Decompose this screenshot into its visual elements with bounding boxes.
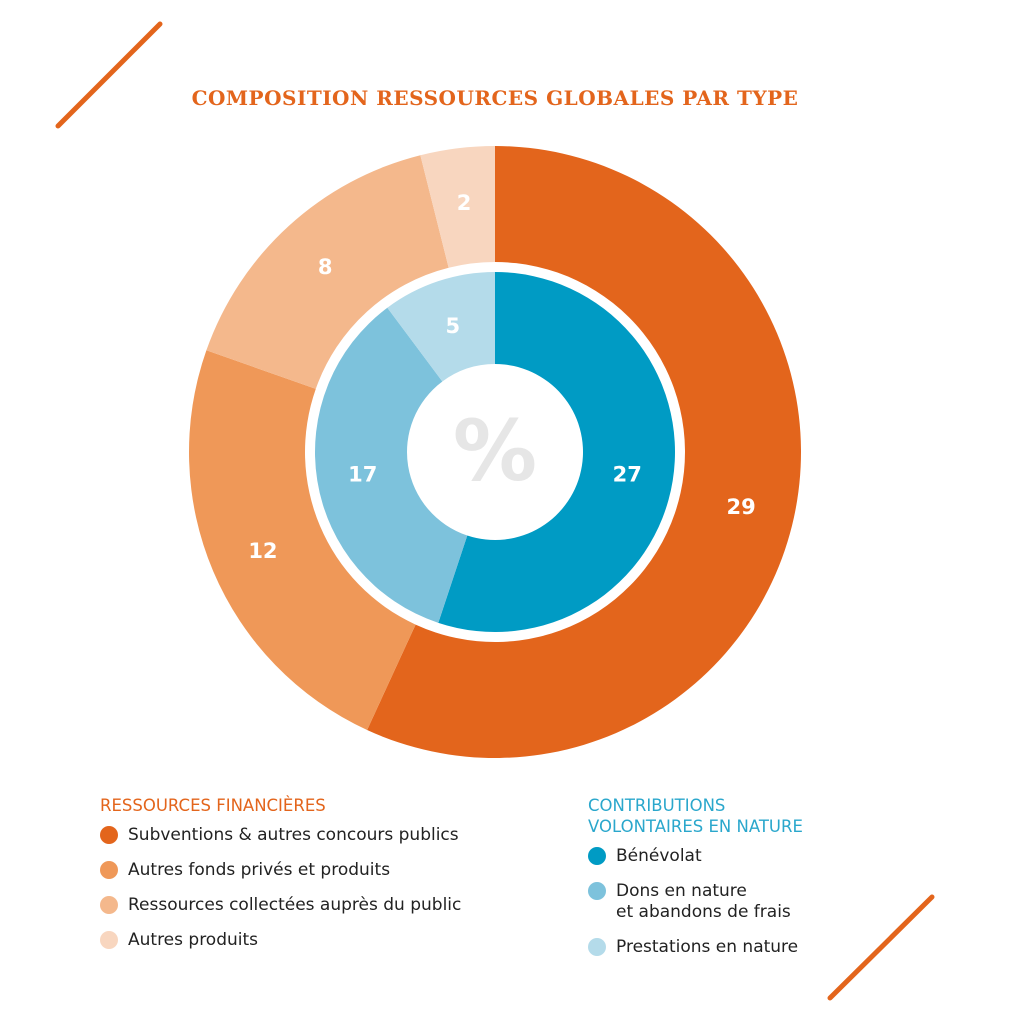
legend-financial-item-autres-fonds-prives-et-produits: Autres fonds privés et produits xyxy=(100,860,461,881)
legend-contributions-item-dons-en-nature-et-abandons-de-frais: Dons en nature et abandons de frais xyxy=(588,881,803,923)
donut-chart: 29 12 8 2 27 17 5 % xyxy=(189,146,802,758)
outer-slice-autres-fonds-prives-et-produits xyxy=(189,350,416,730)
legend-heading-contributions: CONTRIBUTIONS VOLONTAIRES EN NATURE xyxy=(588,796,803,836)
legend-financial-items: Subventions & autres concours publics Aut… xyxy=(100,825,461,951)
legend-financial-item-subventions-autres-concours-publics: Subventions & autres concours publics xyxy=(100,825,461,846)
inner-label-dons-en-nature-et-abandons-de-frais: 17 xyxy=(348,462,377,486)
legend-label: Autres fonds privés et produits xyxy=(128,860,391,880)
legend-contributions: CONTRIBUTIONS VOLONTAIRES EN NATURE Béné… xyxy=(588,795,803,972)
legend-swatch-icon xyxy=(100,931,118,949)
outer-slice-subventions-autres-concours-publics xyxy=(367,146,802,758)
legend-contributions-items: Bénévolat Dons en nature et abandons de f… xyxy=(588,846,803,958)
legend-financial-item-autres-produits: Autres produits xyxy=(100,930,461,951)
outer-label-autres-produits: 2 xyxy=(457,191,472,215)
legend-label: Dons en nature et abandons de frais xyxy=(616,881,791,922)
inner-slice-dons-en-nature-et-abandons-de-frais xyxy=(315,307,468,623)
legend-financial: RESSOURCES FINANCIÈRES Subventions & aut… xyxy=(100,795,461,965)
slice-labels: 29 12 8 2 27 17 5 xyxy=(248,191,755,563)
inner-label-benevolat: 27 xyxy=(613,462,642,486)
legend-swatch-icon xyxy=(588,938,606,956)
center-percent-symbol: % xyxy=(453,402,537,500)
outer-label-autres-fonds-prives-et-produits: 12 xyxy=(248,539,277,563)
outer-label-ressources-collectees-aupres-du-public: 8 xyxy=(318,255,333,279)
legend-label: Subventions & autres concours publics xyxy=(128,825,459,845)
decorative-slash-top-left xyxy=(55,21,163,129)
inner-ring xyxy=(315,272,675,632)
legend-contributions-item-benevolat: Bénévolat xyxy=(588,846,803,867)
legend-swatch-icon xyxy=(100,861,118,879)
legend-swatch-icon xyxy=(588,882,606,900)
legend-swatch-icon xyxy=(100,896,118,914)
legend-swatch-icon xyxy=(588,847,606,865)
decorative-slash-bottom-right xyxy=(827,894,935,1001)
inner-slice-prestations-en-nature xyxy=(387,272,495,382)
legend-swatch-icon xyxy=(100,826,118,844)
legend-financial-item-ressources-collectees-aupres-du-public: Ressources collectées auprès du public xyxy=(100,895,461,916)
legend-label: Autres produits xyxy=(128,930,259,950)
chart-title: COMPOSITION RESSOURCES GLOBALES PAR TYPE xyxy=(191,86,799,110)
legend-label: Ressources collectées auprès du public xyxy=(128,895,462,915)
outer-ring xyxy=(189,146,802,758)
outer-slice-autres-produits xyxy=(420,146,495,268)
inner-slice-benevolat xyxy=(438,272,675,632)
inner-label-prestations-en-nature: 5 xyxy=(445,314,460,338)
legend-label: Bénévolat xyxy=(616,846,702,866)
legend-heading-financial: RESSOURCES FINANCIÈRES xyxy=(100,796,326,815)
outer-label-subventions-autres-concours-publics: 29 xyxy=(727,495,756,519)
outer-slice-ressources-collectees-aupres-du-public xyxy=(206,155,449,389)
legend-label: Prestations en nature xyxy=(616,937,799,957)
legend-contributions-item-prestations-en-nature: Prestations en nature xyxy=(588,937,803,958)
